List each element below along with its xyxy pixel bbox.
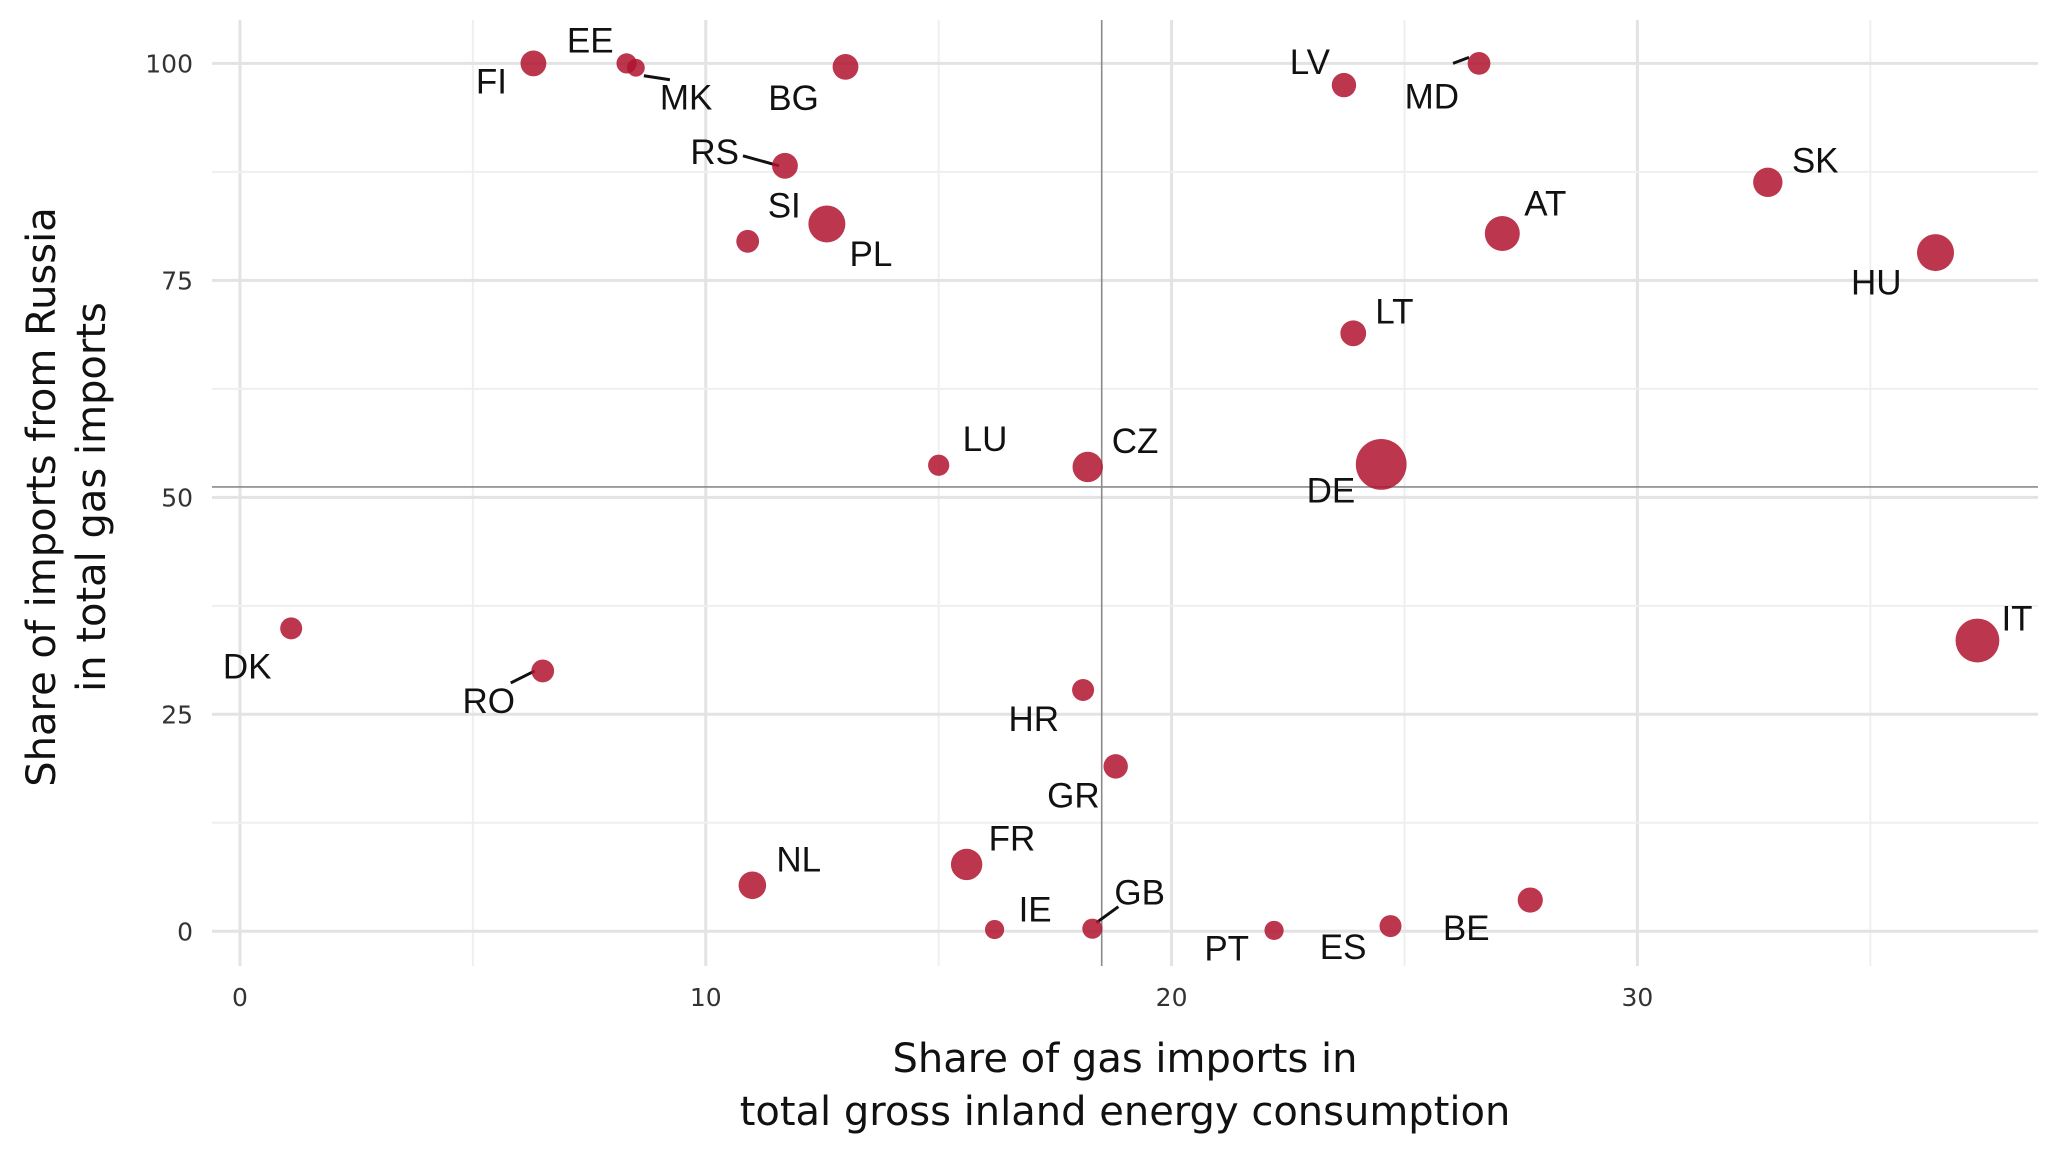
- point-dk: [280, 617, 303, 640]
- point-label-be: BE: [1443, 909, 1490, 948]
- point-cz: [1072, 451, 1103, 483]
- point-label-lv: LV: [1290, 43, 1331, 82]
- point-label-bg: BG: [768, 79, 819, 118]
- point-rs: [772, 152, 798, 179]
- point-label-sk: SK: [1792, 141, 1839, 180]
- point-label-hu: HU: [1851, 264, 1902, 303]
- leader-ro: [510, 669, 536, 685]
- point-label-nl: NL: [776, 840, 821, 879]
- axis-titles: Share of gas imports in total gross inla…: [19, 207, 1510, 1135]
- x-tick-label: 10: [690, 983, 722, 1012]
- reference-lines: [212, 20, 2038, 966]
- leader-md: [1452, 55, 1470, 65]
- leader-mk: [643, 74, 671, 82]
- y-tick-label: 100: [145, 49, 193, 78]
- point-sk: [1753, 167, 1783, 197]
- point-label-es: ES: [1320, 928, 1367, 967]
- point-pl: [808, 205, 846, 243]
- y-tick-label: 50: [161, 483, 193, 512]
- point-label-ee: EE: [567, 21, 614, 60]
- point-lu: [928, 454, 950, 476]
- point-label-hr: HR: [1009, 700, 1060, 739]
- point-label-ro: RO: [462, 682, 515, 721]
- point-label-dk: DK: [223, 647, 272, 686]
- point-label-md: MD: [1405, 77, 1459, 116]
- point-label-it: IT: [2001, 600, 2032, 639]
- point-nl: [738, 871, 767, 900]
- y-tick-label: 25: [161, 700, 193, 729]
- y-axis-title-line2: in total gas imports: [69, 302, 115, 692]
- axis-ticks: 0 10 20 30 0 25 50 75 100: [145, 49, 1653, 1012]
- point-ro: [531, 659, 555, 683]
- point-it: [1955, 618, 2000, 663]
- point-label-gr: GR: [1047, 776, 1100, 815]
- point-fi: [520, 50, 547, 77]
- point-lv: [1331, 72, 1357, 98]
- leader-gb: [1095, 905, 1120, 924]
- label-leaders: [510, 55, 1470, 924]
- point-label-pl: PL: [849, 235, 892, 274]
- point-labels: FI EE MK BG RS SI PL LV MD SK AT HU LT LU CZ DE DK IT RO HR…: [223, 21, 2033, 968]
- point-mk: [626, 58, 645, 77]
- point-fr: [950, 848, 983, 881]
- y-tick-label: 75: [161, 266, 193, 295]
- x-tick-label: 30: [1621, 983, 1653, 1012]
- point-label-gb: GB: [1114, 874, 1165, 913]
- point-de: [1355, 438, 1407, 490]
- point-label-pt: PT: [1204, 929, 1249, 968]
- point-label-de: DE: [1307, 471, 1356, 510]
- point-label-rs: RS: [690, 133, 739, 172]
- point-bg: [832, 53, 859, 80]
- point-be: [1517, 887, 1543, 913]
- point-label-lu: LU: [963, 420, 1008, 459]
- point-si: [736, 229, 760, 253]
- point-at: [1484, 216, 1520, 252]
- point-label-lt: LT: [1375, 292, 1413, 331]
- point-label-si: SI: [768, 186, 801, 225]
- point-label-cz: CZ: [1112, 422, 1159, 461]
- point-ie: [984, 919, 1005, 940]
- point-lt: [1340, 320, 1367, 347]
- point-gb: [1082, 918, 1103, 939]
- point-label-ie: IE: [1019, 891, 1052, 930]
- x-axis-title-line1: Share of gas imports in: [893, 1036, 1358, 1082]
- x-axis-title-line2: total gross inland energy consumption: [740, 1089, 1511, 1135]
- point-gr: [1103, 754, 1128, 779]
- grid: [212, 20, 2038, 966]
- point-label-mk: MK: [660, 79, 713, 118]
- point-es: [1379, 915, 1402, 938]
- y-tick-label: 0: [177, 917, 193, 946]
- point-label-at: AT: [1524, 185, 1566, 224]
- point-hu: [1917, 234, 1955, 272]
- point-label-fr: FR: [989, 819, 1036, 858]
- point-md: [1467, 51, 1491, 75]
- x-tick-label: 0: [232, 983, 248, 1012]
- point-pt: [1264, 920, 1284, 941]
- y-axis-title-line1: Share of imports from Russia: [19, 207, 65, 787]
- x-tick-label: 20: [1156, 983, 1188, 1012]
- data-points: [280, 50, 2000, 941]
- point-label-fi: FI: [476, 62, 507, 101]
- point-hr: [1072, 679, 1095, 702]
